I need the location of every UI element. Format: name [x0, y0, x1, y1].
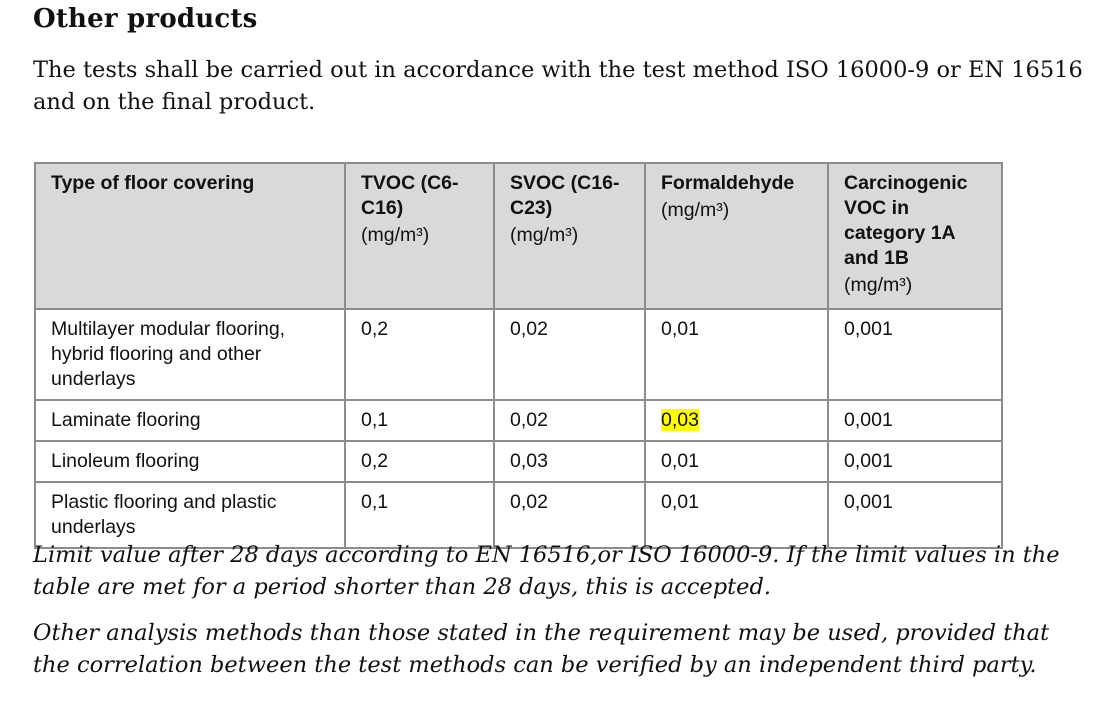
table-row: Plastic flooring and plastic underlays 0…: [34, 481, 1003, 549]
header-carcinogenic-voc: Carcinogenic VOC in category 1A and 1B (…: [827, 162, 1003, 310]
header-floor-covering: Type of floor covering: [34, 162, 346, 310]
header-formaldehyde: Formaldehyde (mg/m³): [644, 162, 829, 310]
header-label: TVOC (C6-C16): [361, 172, 459, 219]
table-row: Linoleum flooring 0,2 0,03 0,01 0,001: [34, 440, 1003, 483]
header-unit: (mg/m³): [661, 199, 730, 221]
formaldehyde-cell: 0,01: [644, 481, 829, 549]
header-label: Formaldehyde: [661, 172, 795, 194]
svoc-cell: 0,02: [493, 399, 646, 442]
floor-type-cell: Laminate flooring: [34, 399, 346, 442]
header-tvoc: TVOC (C6-C16) (mg/m³): [344, 162, 495, 310]
carcinogenic-cell: 0,001: [827, 399, 1003, 442]
svoc-cell: 0,03: [493, 440, 646, 483]
tvoc-cell: 0,1: [344, 399, 495, 442]
header-unit: (mg/m³): [361, 224, 430, 246]
header-label: Type of floor covering: [51, 172, 255, 194]
floor-type-cell: Linoleum flooring: [34, 440, 346, 483]
header-svoc: SVOC (C16-C23) (mg/m³): [493, 162, 646, 310]
tvoc-cell: 0,1: [344, 481, 495, 549]
tvoc-cell: 0,2: [344, 308, 495, 401]
formaldehyde-cell: 0,03: [644, 399, 829, 442]
limit-value-note: Limit value after 28 days according to E…: [33, 542, 1060, 600]
formaldehyde-cell: 0,01: [644, 440, 829, 483]
header-label: Carcinogenic VOC in category 1A and 1B: [844, 172, 968, 269]
tvoc-cell: 0,2: [344, 440, 495, 483]
table-row: Multilayer modular flooring, hybrid floo…: [34, 308, 1003, 401]
formaldehyde-cell: 0,01: [644, 308, 829, 401]
table-row: Laminate flooring 0,1 0,02 0,03 0,001: [34, 399, 1003, 442]
carcinogenic-cell: 0,001: [827, 308, 1003, 401]
svoc-cell: 0,02: [493, 481, 646, 549]
analysis-methods-note: Other analysis methods than those stated…: [33, 620, 1050, 678]
floor-type-cell: Plastic flooring and plastic underlays: [34, 481, 346, 549]
header-unit: (mg/m³): [510, 224, 579, 246]
header-label: SVOC (C16-C23): [510, 172, 620, 219]
intro-paragraph: The tests shall be carried out in accord…: [33, 57, 1083, 115]
section-title: Other products: [33, 4, 258, 34]
emission-limits-table: Type of floor covering TVOC (C6-C16) (mg…: [34, 162, 1003, 549]
header-unit: (mg/m³): [844, 274, 913, 296]
floor-type-cell: Multilayer modular flooring, hybrid floo…: [34, 308, 346, 401]
carcinogenic-cell: 0,001: [827, 440, 1003, 483]
carcinogenic-cell: 0,001: [827, 481, 1003, 549]
svoc-cell: 0,02: [493, 308, 646, 401]
table-header-row: Type of floor covering TVOC (C6-C16) (mg…: [34, 162, 1003, 310]
highlighted-value: 0,03: [661, 409, 699, 431]
